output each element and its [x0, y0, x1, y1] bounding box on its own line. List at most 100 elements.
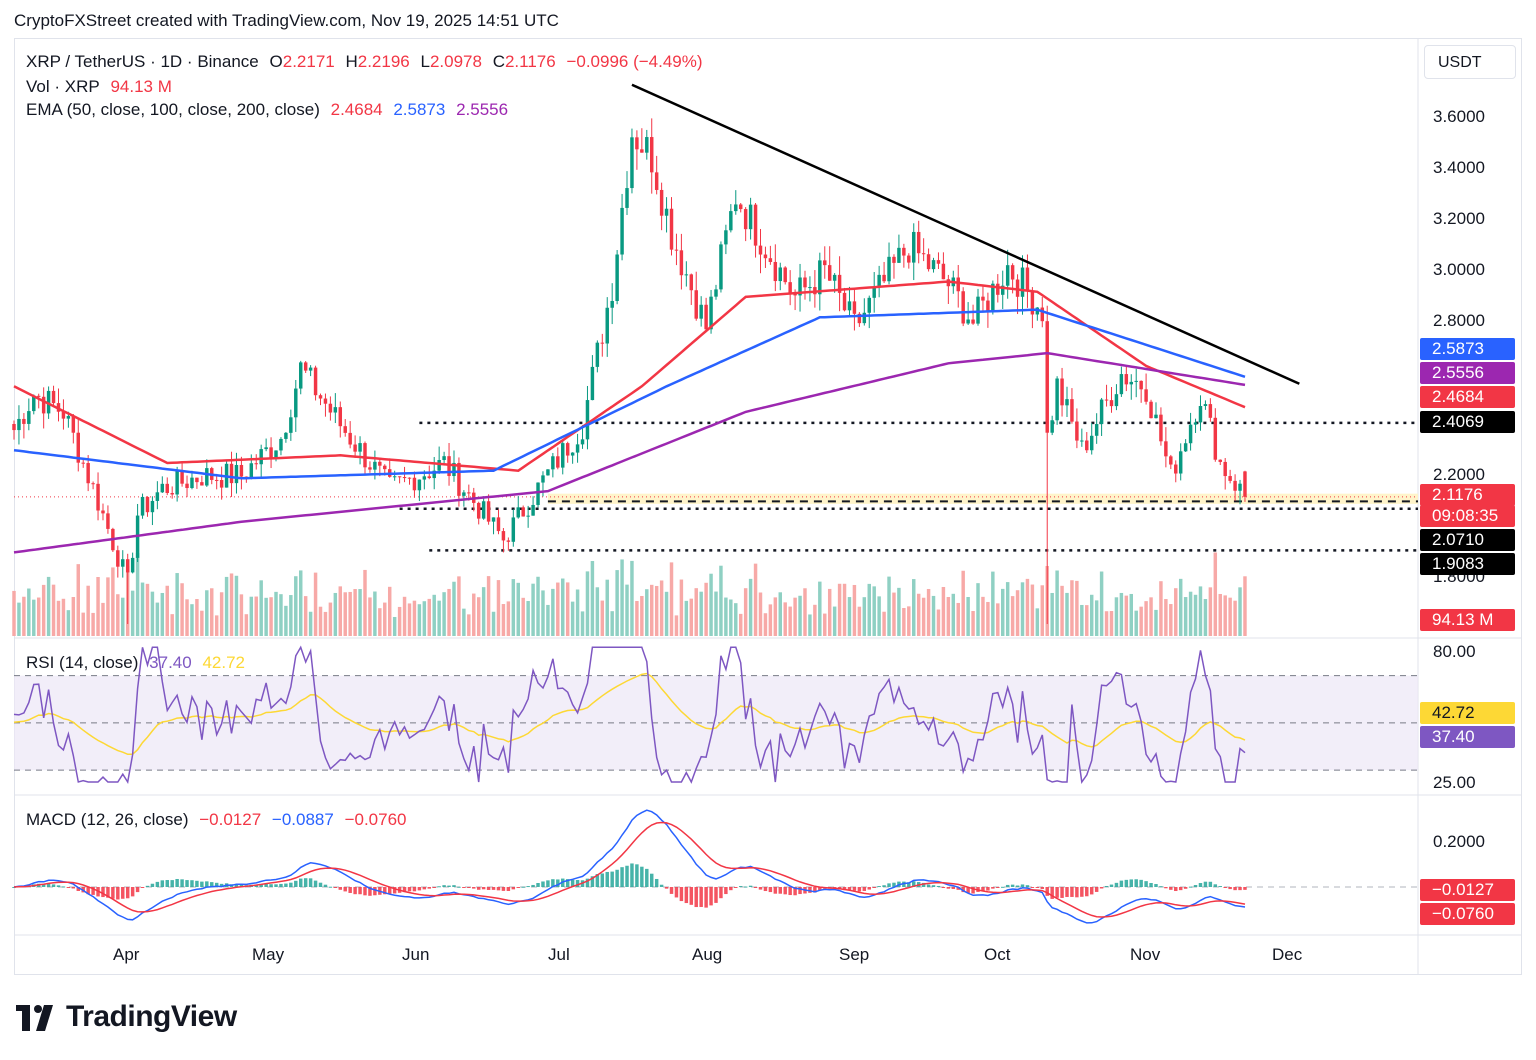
volume-bar — [1050, 592, 1054, 636]
candle-body — [1025, 267, 1030, 291]
macd-histogram-bar — [724, 887, 728, 895]
candle-body — [1030, 290, 1035, 315]
macd-histogram-bar — [590, 876, 595, 887]
volume-bar — [689, 598, 694, 636]
candle-body — [1124, 374, 1129, 385]
macd-histogram-bar — [877, 886, 881, 888]
volume-bar — [625, 584, 629, 636]
macd-histogram-bar — [1099, 887, 1104, 889]
macd-histogram-bar — [546, 880, 550, 887]
macd-histogram-bar — [121, 887, 125, 899]
legend-ema-label: EMA (50, close, 100, close, 200, close) — [26, 100, 320, 119]
volume-bar — [1208, 587, 1213, 636]
macd-histogram-bar — [610, 871, 614, 887]
macd-histogram-bar — [190, 880, 194, 887]
legend-l-label: L — [420, 52, 430, 71]
candle-body — [837, 274, 842, 293]
macd-histogram-bar — [684, 887, 689, 904]
volume-bar — [165, 585, 169, 636]
tradingview-logo[interactable]: TradingView — [16, 1000, 237, 1034]
macd-histogram-bar — [1183, 887, 1188, 889]
candle-body — [674, 249, 679, 251]
candle-body — [640, 149, 644, 153]
candle-body — [976, 296, 980, 324]
macd-histogram-bar — [1075, 887, 1079, 898]
macd-histogram-bar — [417, 887, 422, 891]
x-axis-month: Jun — [402, 945, 430, 964]
volume-bar — [684, 600, 689, 636]
candle-body — [1159, 414, 1163, 442]
candle-body — [916, 231, 921, 254]
candle-body — [1213, 417, 1218, 460]
macd-histogram-bar — [516, 887, 520, 888]
volume-bar — [679, 579, 684, 636]
macd-histogram-bar — [91, 887, 95, 895]
volume-bar — [803, 588, 807, 636]
x-axis-month: Oct — [984, 945, 1011, 964]
volume-bar — [121, 597, 125, 636]
volume-bar — [1055, 570, 1059, 636]
candle-body — [966, 319, 970, 324]
volume-bar — [511, 579, 516, 636]
macd-histogram-bar — [145, 885, 150, 887]
candle-body — [1174, 464, 1178, 474]
candle-body — [808, 287, 812, 289]
tag-macd-hist: −0.0127 — [1420, 879, 1515, 901]
macd-histogram-bar — [748, 885, 753, 887]
volume-bar — [827, 588, 832, 636]
macd-histogram-bar — [481, 887, 486, 890]
candle-body — [368, 467, 372, 470]
volume-bar — [823, 613, 827, 636]
volume-bar — [961, 570, 965, 636]
candle-body — [249, 463, 254, 479]
volume-bar — [516, 582, 520, 636]
candle-body — [145, 496, 150, 513]
volume-bar — [1005, 582, 1010, 636]
candle-body — [931, 260, 936, 270]
macd-histogram-bar — [743, 886, 748, 888]
candle-body — [1020, 267, 1025, 297]
ema200-line — [13, 351, 1246, 554]
volume-bar — [921, 597, 926, 636]
volume-bar — [912, 579, 916, 636]
macd-histogram-bar — [996, 887, 1000, 888]
volume-bar — [259, 580, 263, 636]
candle-body — [788, 282, 792, 293]
macd-histogram-bar — [1119, 880, 1124, 887]
macd-histogram-bar — [140, 887, 145, 888]
volume-bar — [1001, 588, 1005, 636]
macd-histogram-bar — [323, 884, 328, 887]
candle-body — [887, 256, 891, 282]
legend-macd-line: −0.0887 — [271, 810, 334, 829]
macd-histogram-bar — [1010, 884, 1015, 887]
volume-bar — [1243, 576, 1247, 636]
macd-histogram-bar — [56, 885, 61, 887]
macd-histogram-bar — [536, 883, 540, 887]
candle-body — [511, 517, 516, 542]
volume-bar — [185, 599, 189, 636]
macd-histogram-bar — [358, 887, 362, 895]
volume-bar — [659, 580, 664, 636]
macd-histogram-bar — [936, 885, 941, 887]
macd-histogram-bar — [526, 886, 530, 888]
candle-body — [1055, 378, 1059, 421]
macd-histogram-bar — [160, 880, 165, 887]
candle-body — [432, 470, 436, 479]
volume-bar — [338, 586, 343, 636]
macd-histogram-bar — [813, 887, 817, 893]
volume-bar — [224, 576, 229, 636]
candle-body — [1144, 389, 1148, 402]
candle-body — [96, 483, 100, 511]
macd-histogram-bar — [946, 887, 951, 889]
volume-bar — [615, 570, 619, 636]
candle-body — [842, 292, 847, 311]
macd-histogram-bar — [427, 887, 431, 889]
legend-vol-label: Vol · XRP — [26, 77, 100, 96]
candle-body — [130, 557, 135, 573]
volume-bar — [758, 592, 763, 636]
x-axis-month: Dec — [1272, 945, 1303, 964]
currency-button[interactable]: USDT — [1424, 45, 1516, 79]
macd-histogram-bar — [462, 887, 466, 888]
macd-histogram-bar — [1164, 887, 1168, 889]
